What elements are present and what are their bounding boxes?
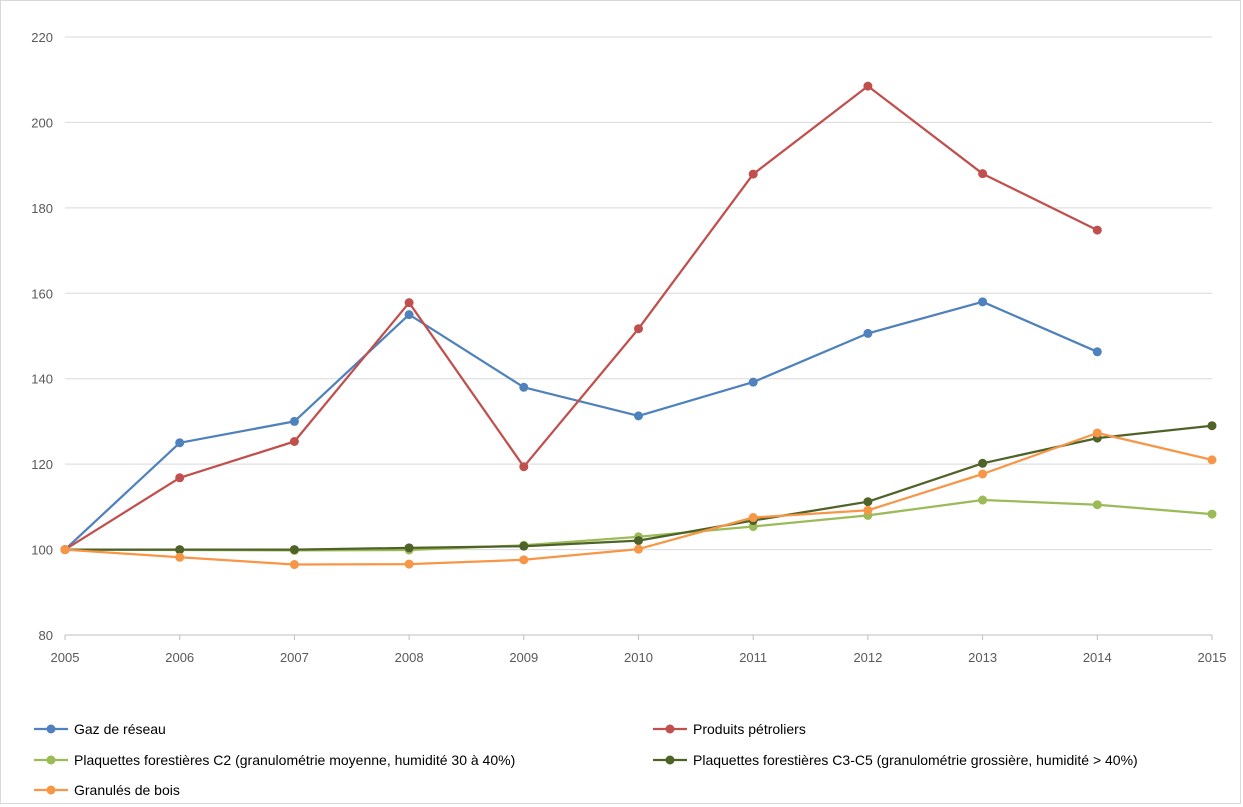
legend-item: Plaquettes forestières C3-C5 (granulomét… <box>653 752 1138 768</box>
data-point <box>175 438 185 448</box>
data-point <box>404 310 414 320</box>
x-tick-label: 2015 <box>1198 650 1227 665</box>
data-point <box>519 462 529 472</box>
legend-label: Produits pétroliers <box>693 721 806 737</box>
legend-label: Plaquettes forestières C3-C5 (granulomét… <box>693 752 1138 768</box>
legend-swatch-marker <box>665 724 675 734</box>
legend-swatch-marker <box>46 724 56 734</box>
data-point <box>863 505 873 515</box>
data-point <box>978 495 988 505</box>
y-tick-label: 220 <box>31 30 53 45</box>
x-tick-label: 2008 <box>395 650 424 665</box>
data-point <box>1092 225 1102 235</box>
data-point <box>1092 347 1102 357</box>
legend-label: Plaquettes forestières C2 (granulométrie… <box>74 752 515 768</box>
legend: Gaz de réseau Produits pétroliers Plaquett… <box>34 721 1138 798</box>
data-point <box>634 536 643 546</box>
data-point <box>863 497 873 507</box>
data-point <box>978 458 988 468</box>
data-point <box>404 559 414 569</box>
legend-label: Gaz de réseau <box>74 721 166 737</box>
data-point <box>978 169 988 179</box>
legend-item: Produits pétroliers <box>653 721 806 737</box>
data-point <box>289 437 299 447</box>
x-tick-label: 2013 <box>968 650 997 665</box>
data-point <box>1207 455 1217 465</box>
x-tick-label: 2010 <box>624 650 653 665</box>
x-tick-label: 2012 <box>853 650 882 665</box>
data-point <box>175 552 185 562</box>
y-axis: 80 100 120 140 160 180 200 220 <box>31 30 53 643</box>
data-point <box>748 377 758 387</box>
data-point <box>519 541 529 551</box>
legend-swatch-marker <box>46 755 56 765</box>
series-5 <box>60 428 1217 570</box>
data-point <box>404 298 414 308</box>
y-tick-label: 160 <box>31 286 53 301</box>
gridlines <box>65 36 1212 551</box>
x-axis: 2005 2006 2007 2008 2009 2010 2011 2012 2013 2014… <box>51 634 1227 665</box>
legend-label: Granulés de bois <box>74 782 180 798</box>
x-tick-label: 2007 <box>280 650 309 665</box>
data-point <box>634 544 643 554</box>
data-point <box>1092 500 1102 510</box>
series-line <box>63 84 1099 551</box>
data-point <box>1207 509 1217 519</box>
legend-swatch-marker <box>46 785 56 795</box>
y-tick-label: 120 <box>31 457 53 472</box>
y-tick-label: 180 <box>31 201 53 216</box>
data-point <box>978 469 988 479</box>
data-point <box>289 416 299 426</box>
data-point <box>863 81 873 91</box>
data-point <box>289 545 299 555</box>
data-point <box>863 328 873 338</box>
data-point <box>1207 421 1217 431</box>
legend-swatch-marker <box>665 755 675 765</box>
x-tick-label: 2006 <box>165 650 194 665</box>
series-1 <box>60 297 1102 555</box>
y-tick-label: 140 <box>31 372 53 387</box>
x-tick-label: 2014 <box>1083 650 1112 665</box>
series-4 <box>60 421 1217 555</box>
x-tick-label: 2011 <box>739 650 767 665</box>
legend-item: Gaz de réseau <box>34 721 166 737</box>
data-point <box>978 297 988 307</box>
y-tick-label: 80 <box>39 628 53 643</box>
data-point <box>519 382 529 392</box>
series-layer <box>60 81 1217 570</box>
data-point <box>175 473 185 483</box>
data-point <box>748 169 758 179</box>
data-point <box>748 513 758 523</box>
x-tick-label: 2009 <box>509 650 538 665</box>
x-tick-label: 2005 <box>51 650 80 665</box>
data-point <box>404 543 414 553</box>
data-point <box>175 545 185 555</box>
y-tick-label: 200 <box>31 115 53 130</box>
data-point <box>519 555 529 565</box>
data-point <box>634 324 643 334</box>
legend-item: Granulés de bois <box>34 782 180 798</box>
data-point <box>60 545 70 555</box>
data-point <box>1092 428 1102 438</box>
legend-item: Plaquettes forestières C2 (granulométrie… <box>34 752 515 768</box>
series-line <box>63 300 1099 551</box>
series-2 <box>60 81 1102 555</box>
series-line <box>63 424 1214 551</box>
y-tick-label: 100 <box>31 543 53 558</box>
data-point <box>289 560 299 570</box>
data-point <box>634 411 643 421</box>
